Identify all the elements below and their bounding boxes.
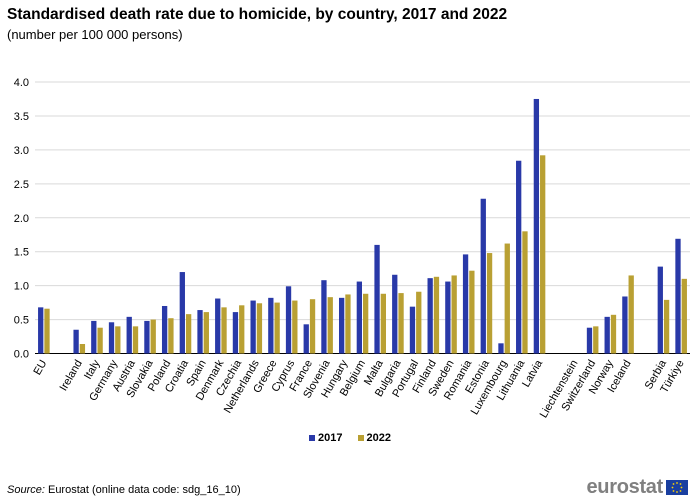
bar-2017	[533, 98, 540, 354]
y-tick-label: 3.0	[14, 145, 29, 157]
legend-swatch-2022	[357, 435, 364, 441]
legend-label-2022: 2022	[366, 432, 392, 444]
bar-2017	[197, 310, 203, 354]
bar-2022	[256, 303, 263, 354]
bar-2022	[451, 275, 457, 354]
bar-2017	[161, 305, 168, 354]
bar-2022	[274, 302, 280, 354]
eu-flag-icon	[666, 480, 688, 495]
source-text: Eurostat (online data code: sdg_16_10)	[44, 484, 241, 496]
bar-2017	[215, 298, 221, 354]
bar-2022	[540, 155, 546, 354]
eurostat-logo-text: eurostat	[586, 476, 663, 498]
bar-2022	[522, 231, 528, 354]
bar-2017	[250, 300, 256, 354]
x-tick-label: EU	[31, 358, 49, 377]
bar-2022	[628, 275, 634, 354]
bar-2017	[462, 254, 469, 354]
bar-2022	[610, 314, 617, 354]
bar-2017	[445, 281, 451, 354]
eurostat-logo[interactable]: eurostat	[586, 476, 688, 499]
bar-2017	[516, 160, 522, 354]
bar-2022	[380, 293, 387, 354]
bar-2017	[657, 266, 663, 354]
x-tick-label: Ireland	[58, 358, 85, 393]
bar-2017	[91, 320, 97, 354]
bar-2022	[469, 270, 475, 354]
bar-2022	[168, 318, 174, 354]
bar-2022	[681, 278, 687, 354]
bar-2022	[504, 243, 510, 354]
bar-2017	[586, 327, 593, 354]
chart-subtitle: (number per 100 000 persons)	[7, 27, 183, 42]
bar-2022	[239, 305, 245, 354]
bar-2017	[675, 238, 681, 354]
bar-2022	[44, 308, 50, 354]
y-tick-label: 3.5	[14, 111, 29, 123]
source-label: Source:	[7, 484, 45, 496]
bar-2022	[115, 326, 121, 354]
bar-2022	[132, 326, 139, 354]
bar-2017	[108, 322, 115, 354]
bar-2017	[622, 296, 628, 354]
bar-2022	[203, 312, 209, 354]
bar-2017	[126, 316, 132, 354]
bar-2022	[97, 327, 103, 354]
bar-2022	[593, 326, 599, 354]
bar-2022	[363, 293, 369, 354]
bar-2017	[374, 244, 380, 354]
bar-2017	[38, 307, 44, 354]
bar-2017	[498, 343, 504, 354]
legend-item-2022: 2022	[357, 432, 392, 444]
bar-2017	[604, 316, 610, 354]
bar-2017	[356, 281, 362, 354]
legend: 2017 2022	[0, 432, 700, 444]
bar-2022	[221, 307, 227, 354]
bar-2017	[338, 297, 345, 354]
y-tick-label: 0.5	[14, 315, 29, 327]
bar-2022	[327, 297, 333, 354]
bar-2022	[345, 294, 351, 354]
y-tick-label: 1.5	[14, 247, 29, 259]
bar-2017	[179, 272, 185, 354]
bar-2017	[392, 274, 398, 354]
legend-swatch-2017	[308, 435, 315, 441]
y-tick-label: 1.0	[14, 281, 29, 293]
bar-2017	[321, 280, 327, 354]
chart-title: Standardised death rate due to homicide,…	[7, 6, 508, 23]
bar-2017	[285, 286, 292, 354]
bar-2017	[73, 329, 79, 354]
bar-2022	[663, 299, 670, 354]
bar-2017	[232, 312, 239, 354]
bar-2022	[185, 314, 192, 354]
bar-2017	[144, 320, 150, 354]
bar-2022	[150, 319, 156, 354]
bar-2017	[303, 324, 309, 354]
y-tick-label: 2.0	[14, 213, 29, 225]
bar-2022	[292, 300, 298, 354]
bar-chart: 0.00.51.01.52.02.53.03.54.0EU IrelandItal…	[14, 77, 690, 420]
bar-2022	[309, 299, 316, 354]
bar-2017	[409, 306, 416, 354]
bar-2022	[79, 343, 86, 354]
bar-2017	[268, 297, 274, 354]
bar-2022	[416, 291, 422, 354]
legend-label-2017: 2017	[317, 432, 343, 444]
y-tick-label: 0.0	[14, 349, 29, 361]
bar-2017	[427, 278, 433, 354]
bar-2017	[480, 198, 486, 354]
y-tick-label: 4.0	[14, 77, 29, 89]
legend-item-2017: 2017	[308, 432, 343, 444]
bar-2022	[486, 253, 493, 354]
source-note: Source: Eurostat (online data code: sdg_…	[7, 484, 241, 496]
y-tick-label: 2.5	[14, 179, 29, 191]
bar-2022	[433, 276, 440, 354]
bar-2022	[398, 293, 404, 354]
